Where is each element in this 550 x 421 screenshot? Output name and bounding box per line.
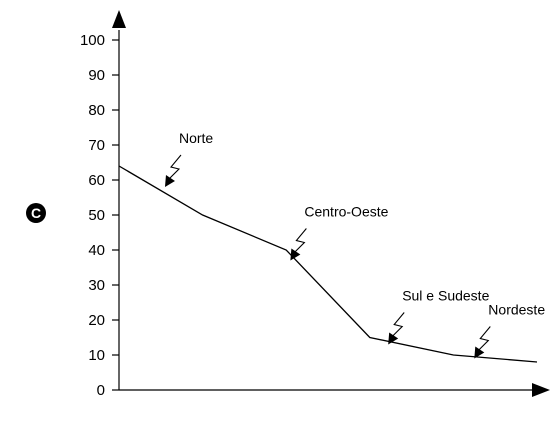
badge-letter: C [31,205,41,221]
y-tick-label: 70 [88,137,105,154]
annotation: Sul e Sudeste [388,288,490,345]
annotation-arrow-icon [169,154,182,179]
annotation: Nordeste [474,302,545,359]
y-tick-label: 50 [88,207,105,224]
y-tick-label: 100 [80,32,105,49]
axes [112,10,550,397]
y-axis-arrow-icon [112,10,126,28]
annotation-arrowhead-icon [388,332,399,345]
y-tick-label: 90 [88,67,105,84]
annotation-label: Sul e Sudeste [402,288,489,304]
y-tick-label: 80 [88,102,105,119]
badge-circle [26,203,46,223]
annotation-arrowhead-icon [290,248,301,261]
annotation: Norte [164,130,213,187]
annotation-arrow-icon [392,312,405,336]
annotation-arrowhead-icon [164,175,175,187]
annotation-arrow-icon [294,228,307,252]
annotation-label: Norte [179,130,213,146]
y-tick-label: 0 [97,382,105,399]
annotation-label: Centro-Oeste [304,204,388,220]
y-ticks: 0 10 20 30 40 50 60 70 80 90 100 [80,32,119,399]
annotation: Centro-Oeste [290,204,389,261]
annotation-label: Nordeste [488,302,545,318]
annotation-arrowhead-icon [474,346,485,359]
y-tick-label: 10 [88,347,105,364]
badge: C [26,203,46,223]
y-tick-label: 40 [88,242,105,259]
annotation-arrow-icon [478,326,491,350]
y-tick-label: 20 [88,312,105,329]
series-line [118,165,538,363]
series-group [118,165,538,363]
x-axis-arrow-icon [532,383,550,397]
y-tick-label: 60 [88,172,105,189]
y-tick-label: 30 [88,277,105,294]
